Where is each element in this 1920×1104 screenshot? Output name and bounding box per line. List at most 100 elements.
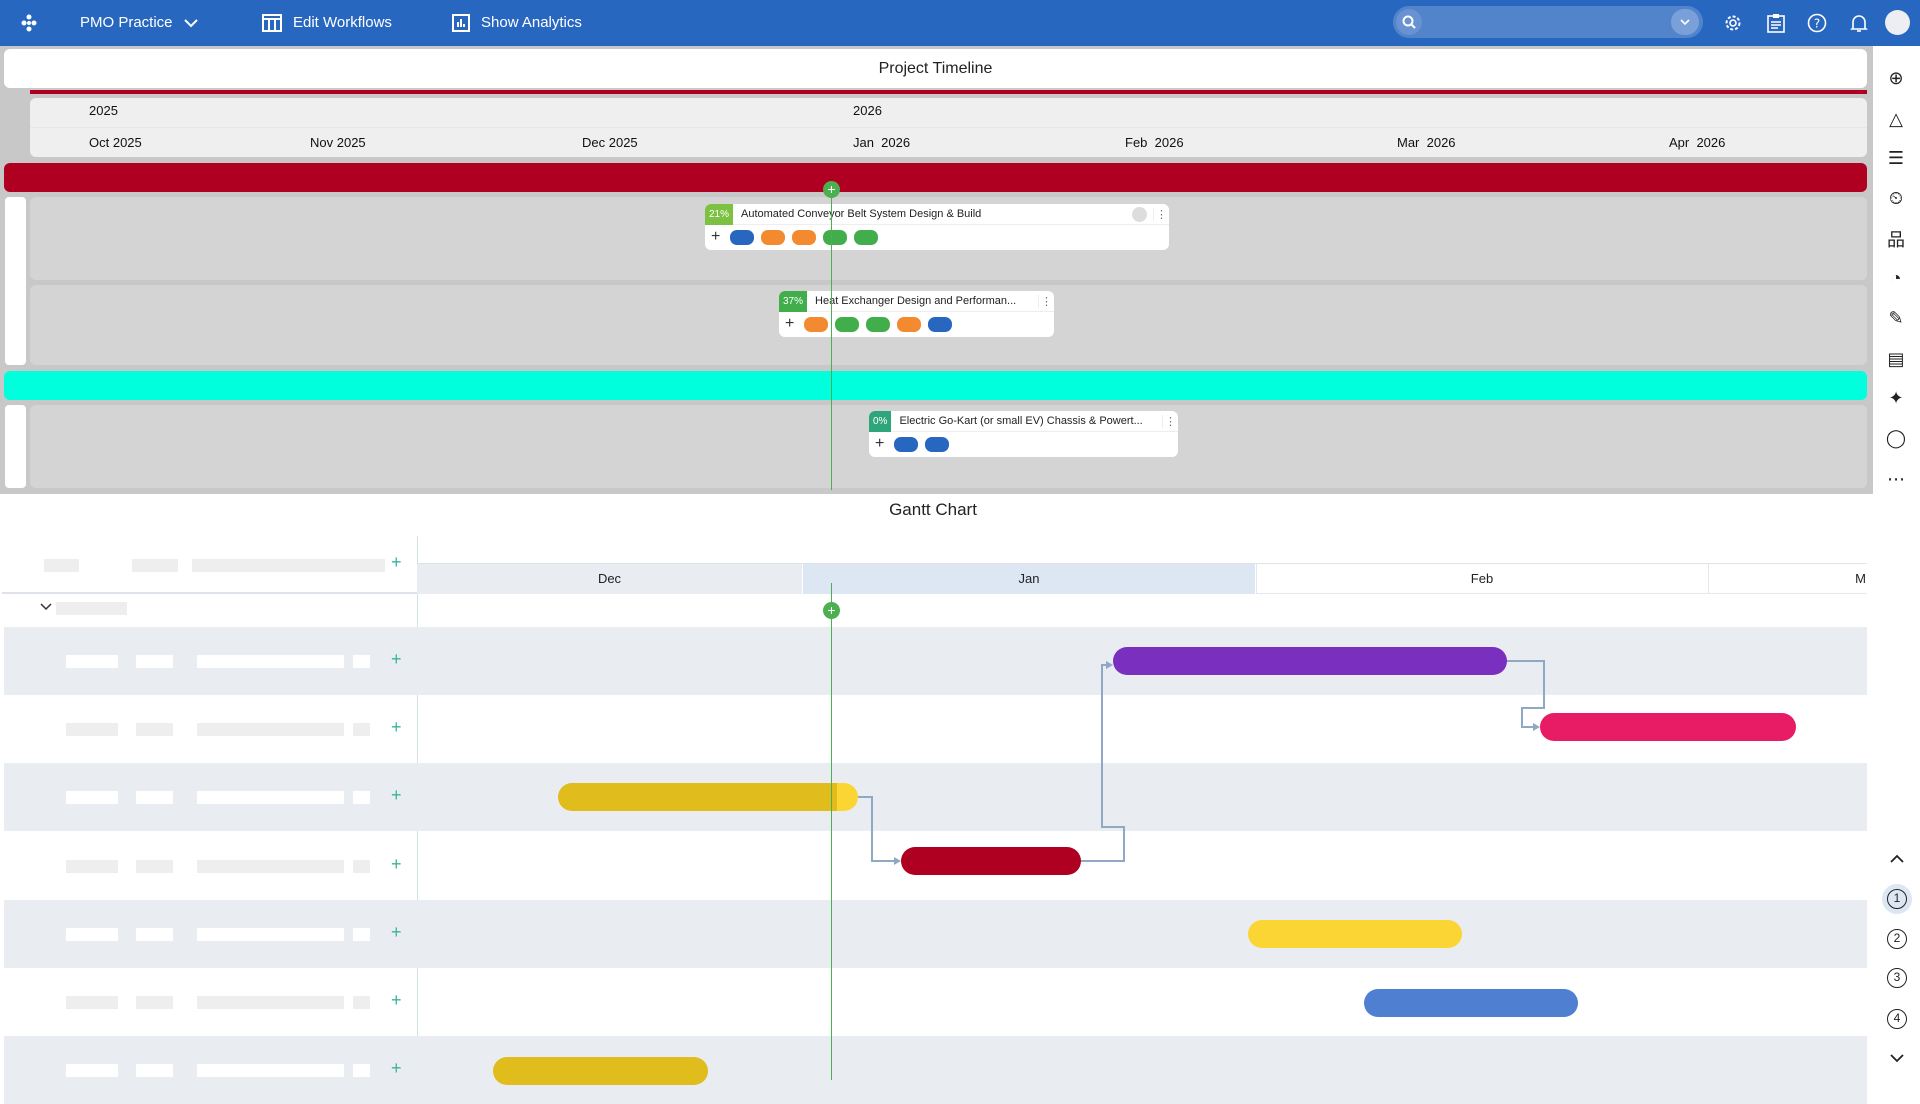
row-cell [136, 927, 173, 941]
chevron-down-icon[interactable] [180, 12, 202, 34]
row-cell [353, 723, 370, 737]
page-button[interactable]: 3 [1882, 963, 1912, 993]
gantt-bar[interactable] [493, 1057, 708, 1085]
gantt-row[interactable]: + [4, 627, 1867, 695]
design-tools-icon[interactable]: ✎ [1888, 307, 1904, 328]
gantt-row[interactable]: + [4, 899, 1867, 968]
status-pill[interactable] [894, 436, 918, 452]
status-pill[interactable] [897, 316, 921, 332]
add-subtask-icon[interactable]: + [391, 717, 402, 738]
row-cell [136, 655, 173, 668]
gantt-row[interactable]: + [4, 763, 1867, 832]
project-card[interactable]: 0% Electric Go-Kart (or small EV) Chassis… [869, 410, 1178, 457]
status-pill[interactable] [792, 229, 816, 245]
add-subtask-icon[interactable]: + [391, 921, 402, 942]
add-circle-icon[interactable]: ⊕ [1888, 67, 1904, 88]
project-card[interactable]: 37% Heat Exchanger Design and Performan..… [779, 290, 1054, 337]
gantt-title: Gantt Chart [889, 500, 977, 519]
search-input[interactable] [1393, 6, 1703, 38]
row-cell [197, 1064, 344, 1078]
add-subtask-icon[interactable]: + [391, 785, 402, 806]
top-bar: PMO Practice Edit Workflows Show Analyti… [0, 0, 1920, 46]
more-vertical-icon[interactable]: ⋮ [1038, 294, 1054, 308]
add-icon[interactable]: + [785, 315, 795, 332]
month-label: Nov 2025 [310, 135, 366, 150]
shapes-icon[interactable]: △ [1889, 108, 1903, 129]
project-title[interactable]: Heat Exchanger Design and Performan... [815, 295, 1017, 307]
workspace-selector[interactable]: PMO Practice [80, 14, 173, 31]
clipboard-icon[interactable] [1765, 12, 1787, 34]
status-pill[interactable] [823, 229, 847, 245]
analytics-icon[interactable] [450, 12, 472, 34]
gantt-bar[interactable] [901, 847, 1081, 875]
palette-icon[interactable]: ◔ [1890, 267, 1902, 288]
briefcase-clock-icon[interactable]: ⏲ [1888, 187, 1904, 208]
sparkle-icon[interactable]: ✦ [1888, 387, 1904, 408]
hierarchy-icon[interactable]: 品 [1887, 230, 1905, 250]
row-cell [197, 859, 344, 873]
project-card[interactable]: 21% Automated Conveyor Belt System Design… [705, 203, 1169, 250]
gantt-row[interactable]: + [4, 695, 1867, 763]
today-line [831, 184, 832, 490]
gantt-row[interactable]: + [4, 832, 1867, 900]
swimlane-handle[interactable] [5, 197, 26, 365]
chevron-up-icon[interactable] [1882, 843, 1912, 873]
gantt-row[interactable]: + [4, 1036, 1867, 1104]
swimlane-header-red[interactable] [4, 163, 1867, 192]
row-cell [66, 723, 118, 737]
add-column-icon[interactable]: + [391, 552, 402, 572]
chevron-down-icon[interactable] [1882, 1043, 1912, 1073]
today-marker-icon[interactable]: + [823, 181, 840, 198]
page-button[interactable]: 1 [1882, 884, 1912, 914]
search-dropdown-chevron-icon[interactable] [1671, 9, 1699, 35]
table-icon[interactable] [261, 12, 283, 34]
status-pill[interactable] [854, 229, 878, 245]
status-pill[interactable] [835, 316, 859, 332]
status-pill[interactable] [804, 316, 828, 332]
page-button[interactable]: 2 [1882, 924, 1912, 954]
month-label: Jan 2026 [853, 135, 911, 150]
project-title[interactable]: Electric Go-Kart (or small EV) Chassis &… [899, 415, 1143, 427]
search-icon[interactable] [1396, 9, 1422, 35]
swimlane-handle[interactable] [5, 405, 26, 488]
add-icon[interactable]: + [875, 435, 885, 452]
gantt-bar[interactable] [1113, 647, 1507, 675]
add-subtask-icon[interactable]: + [391, 1058, 402, 1079]
gantt-bar[interactable] [1248, 920, 1462, 948]
more-vertical-icon[interactable]: ⋮ [1162, 414, 1178, 428]
more-vertical-icon[interactable]: ⋮ [1153, 207, 1169, 221]
today-marker-icon[interactable]: + [823, 602, 840, 619]
status-pill[interactable] [866, 316, 890, 332]
page-button[interactable]: 4 [1882, 1004, 1912, 1034]
show-analytics-button[interactable]: Show Analytics [481, 14, 582, 31]
svg-text:?: ? [1814, 17, 1820, 31]
edit-workflows-button[interactable]: Edit Workflows [293, 14, 392, 31]
status-pill[interactable] [925, 436, 949, 452]
filter-icon[interactable]: ☰ [1887, 147, 1905, 168]
add-subtask-icon[interactable]: + [391, 649, 402, 669]
group-collapse-chevron-icon[interactable] [40, 600, 52, 614]
help-icon[interactable]: ? [1806, 12, 1828, 34]
gantt-bar[interactable] [1364, 989, 1578, 1017]
gantt-row[interactable]: + [4, 968, 1867, 1036]
gantt-bar[interactable] [558, 783, 858, 811]
page-number: 3 [1887, 968, 1907, 988]
document-icon[interactable]: ▤ [1887, 348, 1905, 369]
add-subtask-icon[interactable]: + [391, 990, 402, 1010]
gantt-bar[interactable] [1540, 713, 1796, 741]
row-cell [353, 927, 370, 941]
bell-icon[interactable] [1848, 12, 1870, 34]
status-pill[interactable] [730, 229, 754, 245]
settings-icon[interactable] [1722, 12, 1744, 34]
swimlane-header-cyan[interactable] [4, 371, 1867, 400]
project-title[interactable]: Automated Conveyor Belt System Design & … [741, 208, 982, 220]
add-icon[interactable]: + [711, 228, 721, 245]
logo-icon[interactable] [18, 12, 40, 34]
row-cell [66, 859, 118, 873]
status-pill[interactable] [928, 316, 952, 332]
status-pill[interactable] [761, 229, 785, 245]
avatar[interactable] [1885, 10, 1910, 35]
more-icon[interactable]: ⋯ [1887, 468, 1905, 489]
add-subtask-icon[interactable]: + [391, 853, 402, 874]
shapes-overlap-icon[interactable]: ◯ [1885, 427, 1907, 448]
